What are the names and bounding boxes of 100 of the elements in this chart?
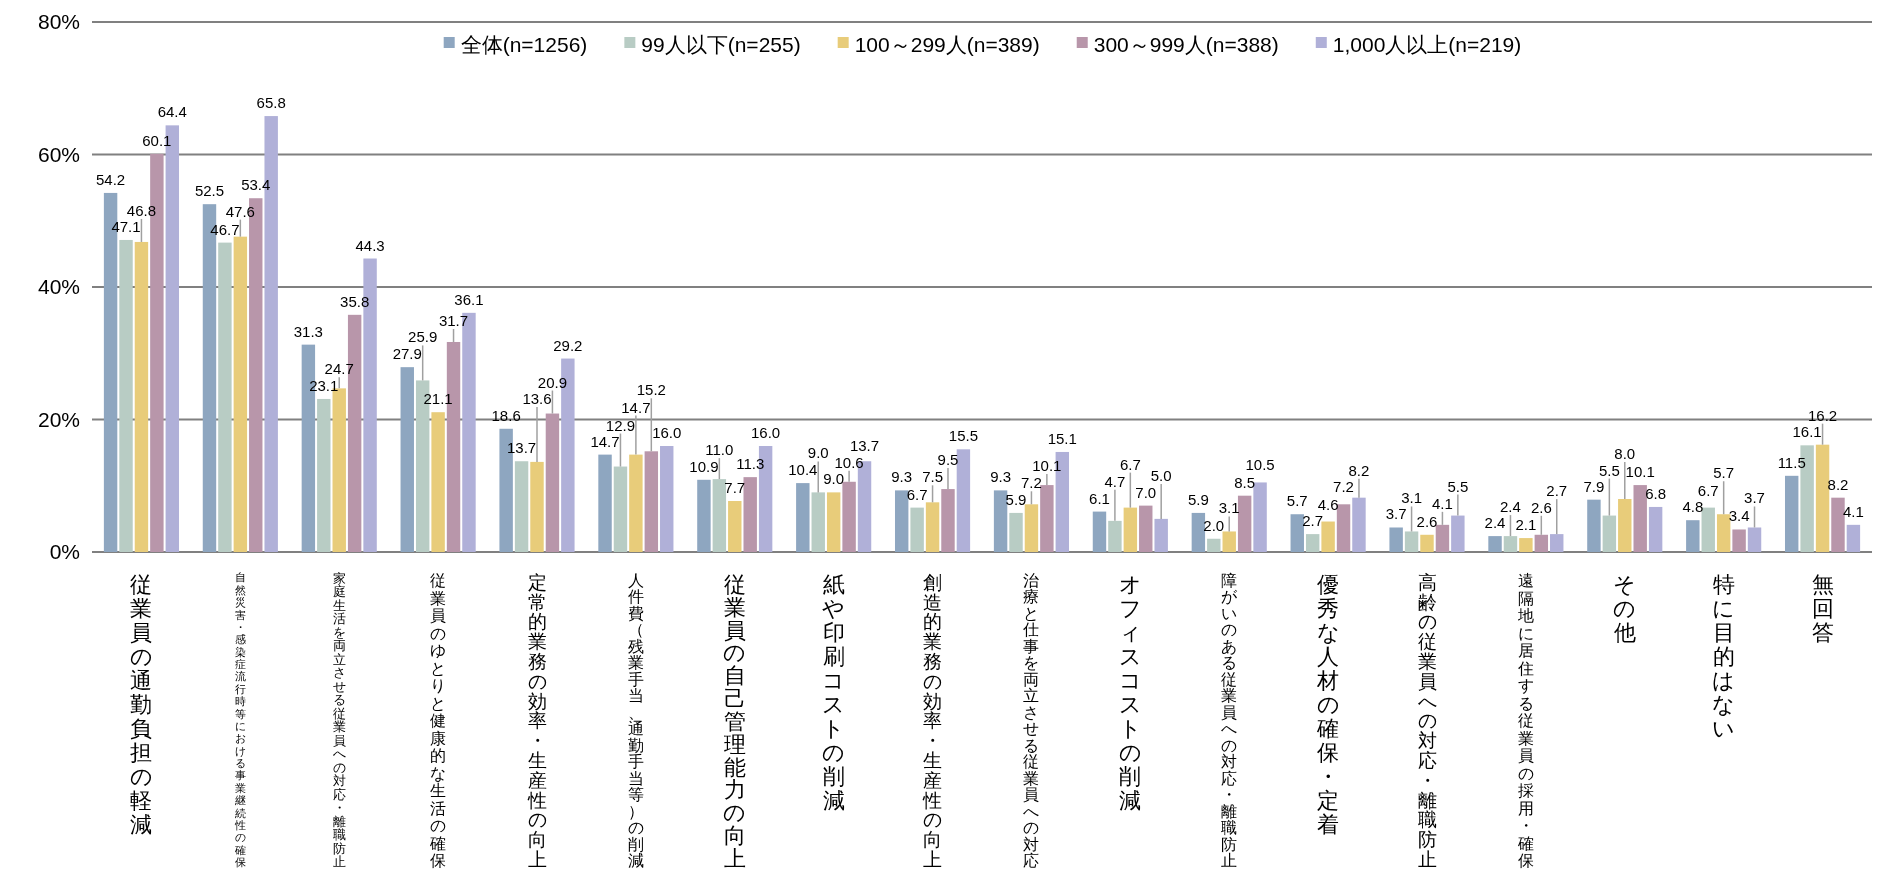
data-label: 4.1 [1432,494,1453,512]
data-label: 3.1 [1218,499,1240,517]
category-label: 家庭生活を両立させる従業員への対応・離職防止 [332,571,346,869]
data-label: 9.3 [891,468,913,486]
category-label: オフィスコストの削減 [1118,572,1142,813]
bar [1602,515,1617,552]
category-label: 創造的業務の効率・生産性の向上 [923,571,943,870]
data-label: 46.8 [126,201,157,219]
bar [1404,531,1419,552]
bar [1846,524,1861,552]
data-label: 6.1 [1089,489,1110,507]
bar [317,398,331,552]
bar [1633,485,1647,552]
data-label: 31.7 [438,311,469,329]
bar [1253,482,1267,552]
bar [660,446,674,552]
data-label: 12.9 [605,416,636,434]
bar [1587,499,1601,552]
bar [811,492,825,552]
data-label: 53.4 [241,176,271,194]
bar [712,479,727,552]
bar [1009,512,1023,552]
bar [1784,475,1799,552]
data-label: 5.7 [1713,464,1735,482]
category-label: 定常的業務の効率・生産性の向上 [527,571,547,870]
bar [1747,527,1762,552]
data-label: 10.1 [1625,463,1655,481]
bar [1550,534,1564,552]
data-label: 14.7 [590,432,620,450]
category-label: 従業員の自己管理能力の向上 [723,571,747,871]
y-tick-label: 80% [37,10,80,33]
data-label: 8.0 [1614,445,1636,462]
data-label: 11.0 [705,441,734,459]
data-label: 5.0 [1150,466,1172,484]
bar [1237,495,1252,552]
bar [796,483,810,552]
bar [514,461,529,552]
data-label: 46.7 [210,220,240,238]
data-label: 6.7 [906,485,928,503]
data-label: 16.0 [751,424,781,441]
data-label: 13.7 [506,439,537,457]
bar [1321,521,1335,552]
data-label: 23.1 [309,376,339,394]
bar [1123,507,1138,552]
data-label: 3.1 [1401,489,1422,507]
bar [1092,511,1107,552]
data-label: 8.5 [1234,473,1256,491]
bar [925,502,940,552]
bar [1701,507,1715,552]
data-label: 54.2 [95,170,126,188]
data-label: 2.4 [1500,498,1521,516]
data-label: 5.9 [1005,490,1027,508]
bar [1716,514,1731,552]
category-label: 従業員のゆとりと健康的な生活の確保 [430,571,447,869]
bar [1352,497,1366,552]
data-label: 2.4 [1484,514,1506,532]
data-label: 60.1 [142,131,172,149]
bar [1451,515,1465,552]
data-label: 10.4 [788,461,818,479]
data-label: 13.6 [522,389,552,407]
data-label: 15.5 [948,427,979,445]
data-label: 10.9 [689,457,719,475]
data-label: 3.4 [1728,507,1750,525]
bar [941,489,955,552]
bar [894,490,909,552]
bar [1040,485,1054,552]
data-label: 2.7 [1546,482,1568,500]
data-label: 9.5 [937,451,959,469]
data-label: 35.8 [340,292,370,310]
bar [1305,534,1320,552]
data-label: 5.7 [1286,492,1308,510]
data-label: 14.7 [621,398,651,416]
bar [530,461,544,552]
data-label: 9.3 [990,468,1012,486]
bar [119,239,133,552]
category-label: 治療と仕事を両立させる従業員への対応 [1023,571,1040,869]
bar [728,500,742,552]
bar [598,454,612,552]
bar [431,412,445,552]
bar [1139,505,1153,552]
data-label: 16.1 [1792,423,1822,441]
x-tick-label: 無回答 [1811,572,1834,645]
bar [1389,527,1403,552]
data-label: 9.0 [807,444,829,462]
data-label: 47.6 [225,202,255,220]
data-label: 5.5 [1447,477,1469,495]
bar [1618,499,1632,552]
category-label: 高齢の従業員への対応・離職防止 [1417,571,1437,870]
legend-label: 100～299人(n=389) [854,33,1040,56]
data-label: 21.1 [423,390,453,408]
bar [1336,504,1351,552]
data-label: 16.2 [1807,406,1838,424]
data-label: 6.7 [1697,481,1719,499]
legend-label: 99人以下(n=255) [641,33,801,56]
data-label: 27.9 [392,345,422,363]
x-tick-label: その他 [1613,572,1637,645]
bar [1222,531,1236,552]
data-label: 7.9 [1583,477,1605,495]
data-label: 5.9 [1187,490,1209,508]
bar [644,451,659,552]
